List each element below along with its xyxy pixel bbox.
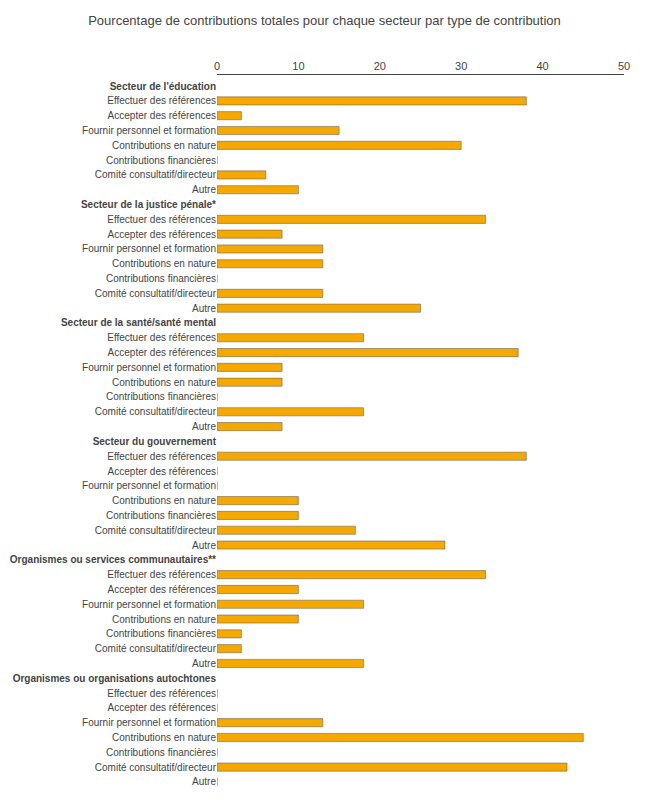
- svg-text:50: 50: [618, 60, 630, 72]
- svg-text:Effectuer des références: Effectuer des références: [107, 332, 216, 343]
- svg-text:Autre: Autre: [192, 776, 216, 787]
- svg-text:Accepter des références: Accepter des références: [108, 347, 216, 358]
- svg-text:Autre: Autre: [192, 421, 216, 432]
- svg-text:Comité consultatif/directeur: Comité consultatif/directeur: [95, 525, 217, 536]
- svg-text:Effectuer des références: Effectuer des références: [107, 214, 216, 225]
- svg-text:Autre: Autre: [192, 658, 216, 669]
- svg-text:0: 0: [214, 60, 220, 72]
- svg-text:Contributions financières: Contributions financières: [106, 391, 216, 402]
- svg-text:Contributions en nature: Contributions en nature: [112, 258, 216, 269]
- svg-text:Accepter des références: Accepter des références: [108, 229, 216, 240]
- svg-text:Effectuer des références: Effectuer des références: [107, 569, 216, 580]
- svg-text:Contributions financières: Contributions financières: [106, 510, 216, 521]
- svg-text:Fournir personnel et formation: Fournir personnel et formation: [82, 362, 216, 373]
- svg-text:Contributions financières: Contributions financières: [106, 747, 216, 758]
- svg-text:Comité consultatif/directeur: Comité consultatif/directeur: [95, 288, 217, 299]
- svg-text:Accepter des références: Accepter des références: [108, 110, 216, 121]
- svg-text:Autre: Autre: [192, 540, 216, 551]
- svg-text:Contributions financières: Contributions financières: [106, 273, 216, 284]
- svg-text:Fournir personnel et formation: Fournir personnel et formation: [82, 599, 216, 610]
- svg-text:Autre: Autre: [192, 303, 216, 314]
- svg-text:Contributions en nature: Contributions en nature: [112, 140, 216, 151]
- svg-text:Fournir personnel et formation: Fournir personnel et formation: [82, 480, 216, 491]
- svg-text:Fournir personnel et formation: Fournir personnel et formation: [82, 125, 216, 136]
- svg-text:Secteur du gouvernement: Secteur du gouvernement: [93, 436, 217, 447]
- svg-text:20: 20: [374, 60, 386, 72]
- svg-text:Accepter des références: Accepter des références: [108, 466, 216, 477]
- svg-text:Accepter des références: Accepter des références: [108, 702, 216, 713]
- svg-text:Accepter des références: Accepter des références: [108, 584, 216, 595]
- svg-text:Contributions financières: Contributions financières: [106, 628, 216, 639]
- svg-text:Effectuer des références: Effectuer des références: [107, 451, 216, 462]
- svg-text:Fournir personnel et formation: Fournir personnel et formation: [82, 243, 216, 254]
- svg-text:Effectuer des références: Effectuer des références: [107, 688, 216, 699]
- svg-text:Comité consultatif/directeur: Comité consultatif/directeur: [95, 762, 217, 773]
- svg-text:Comité consultatif/directeur: Comité consultatif/directeur: [95, 169, 217, 180]
- svg-text:Secteur de l'éducation: Secteur de l'éducation: [110, 81, 216, 92]
- svg-text:Comité consultatif/directeur: Comité consultatif/directeur: [95, 406, 217, 417]
- svg-text:Contributions en nature: Contributions en nature: [112, 614, 216, 625]
- svg-text:40: 40: [536, 60, 548, 72]
- svg-text:Contributions en nature: Contributions en nature: [112, 495, 216, 506]
- svg-text:Contributions en nature: Contributions en nature: [112, 732, 216, 743]
- svg-text:Secteur de la santé/santé ment: Secteur de la santé/santé mental: [61, 317, 216, 328]
- svg-text:Contributions en nature: Contributions en nature: [112, 377, 216, 388]
- svg-text:Pourcentage de contributions t: Pourcentage de contributions totales pou…: [88, 13, 561, 28]
- svg-text:Organismes ou organisations au: Organismes ou organisations autochtones: [13, 673, 217, 684]
- svg-text:10: 10: [292, 60, 304, 72]
- svg-text:Contributions financières: Contributions financières: [106, 155, 216, 166]
- svg-text:Fournir personnel et formation: Fournir personnel et formation: [82, 717, 216, 728]
- svg-text:Organismes ou services communa: Organismes ou services communautaires**: [10, 554, 216, 565]
- svg-text:Autre: Autre: [192, 184, 216, 195]
- svg-text:Comité consultatif/directeur: Comité consultatif/directeur: [95, 643, 217, 654]
- svg-text:Effectuer des références: Effectuer des références: [107, 95, 216, 106]
- svg-text:30: 30: [455, 60, 467, 72]
- svg-text:Secteur de la justice pénale*: Secteur de la justice pénale*: [81, 199, 216, 210]
